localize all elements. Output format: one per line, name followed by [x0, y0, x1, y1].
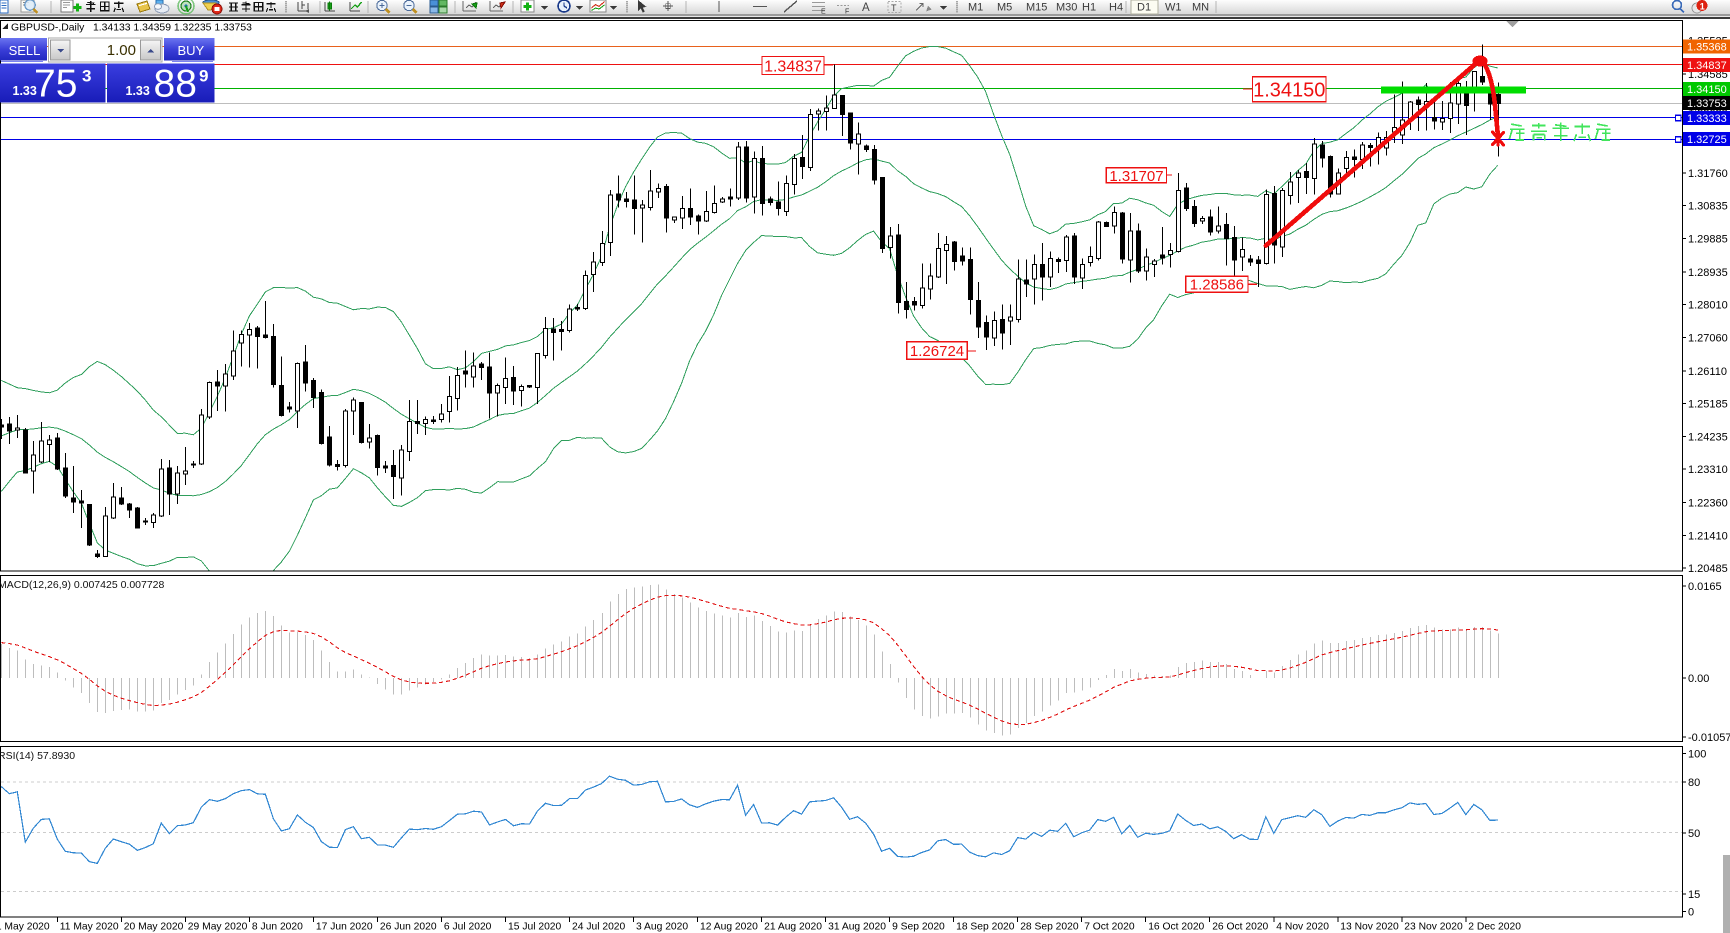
svg-text:100: 100: [1688, 749, 1706, 761]
svg-text:12 Aug 2020: 12 Aug 2020: [700, 922, 758, 933]
svg-text:8 Jun 2020: 8 Jun 2020: [252, 922, 303, 933]
svg-text:0.00: 0.00: [1688, 673, 1709, 685]
svg-text:A: A: [862, 2, 870, 14]
svg-text:1.33753: 1.33753: [1687, 98, 1727, 110]
svg-text:1.29885: 1.29885: [1688, 234, 1728, 246]
svg-text:1.34837: 1.34837: [764, 58, 822, 75]
svg-text:75: 75: [34, 63, 77, 106]
svg-text:31 Aug 2020: 31 Aug 2020: [828, 922, 886, 933]
svg-text:H4: H4: [1109, 2, 1123, 14]
svg-text:29 May 2020: 29 May 2020: [188, 922, 248, 933]
svg-text:M30: M30: [1056, 2, 1077, 14]
svg-text:RSI(14) 57.8930: RSI(14) 57.8930: [0, 750, 75, 762]
svg-text:28 Sep 2020: 28 Sep 2020: [1020, 922, 1079, 933]
svg-text:26 Oct 2020: 26 Oct 2020: [1212, 922, 1268, 933]
svg-text:1.34837: 1.34837: [1687, 60, 1727, 72]
svg-text:F: F: [845, 9, 849, 16]
svg-text:1.23310: 1.23310: [1688, 464, 1728, 476]
svg-text:1.24235: 1.24235: [1688, 432, 1728, 444]
svg-text:BUY: BUY: [178, 43, 205, 58]
svg-text:1.26110: 1.26110: [1688, 366, 1727, 378]
svg-text:9: 9: [199, 67, 208, 86]
svg-text:SELL: SELL: [9, 43, 41, 58]
svg-text:H1: H1: [1082, 2, 1096, 14]
svg-text:MN: MN: [1192, 2, 1209, 14]
svg-text:50: 50: [1688, 828, 1700, 840]
svg-text:1.22360: 1.22360: [1688, 497, 1728, 509]
svg-text:0: 0: [1688, 907, 1694, 919]
svg-text:24 Jul 2020: 24 Jul 2020: [572, 922, 626, 933]
svg-text:7 Oct 2020: 7 Oct 2020: [1084, 922, 1135, 933]
svg-text:1.28935: 1.28935: [1688, 267, 1728, 279]
svg-text:88: 88: [154, 63, 197, 106]
svg-text:T: T: [891, 3, 897, 13]
svg-text:1.35368: 1.35368: [1687, 42, 1727, 54]
svg-text:1.27060: 1.27060: [1688, 333, 1728, 345]
svg-text:1.33: 1.33: [126, 84, 150, 98]
svg-text:15 Jul 2020: 15 Jul 2020: [508, 922, 562, 933]
svg-text:20 May 2020: 20 May 2020: [124, 922, 184, 933]
svg-text:1.28586: 1.28586: [1190, 277, 1244, 294]
svg-text:15: 15: [1688, 889, 1700, 901]
svg-text:2 Dec 2020: 2 Dec 2020: [1468, 922, 1521, 933]
svg-text:1.31760: 1.31760: [1688, 168, 1728, 180]
svg-text:W1: W1: [1165, 2, 1182, 14]
svg-text:18 Sep 2020: 18 Sep 2020: [956, 922, 1015, 933]
svg-text:1: 1: [1700, 2, 1705, 12]
svg-text:4 Nov 2020: 4 Nov 2020: [1276, 922, 1329, 933]
svg-text:23 Nov 2020: 23 Nov 2020: [1404, 922, 1463, 933]
svg-text:1.26724: 1.26724: [910, 343, 964, 360]
svg-text:MACD(12,26,9) 0.007425 0.00772: MACD(12,26,9) 0.007425 0.007728: [0, 579, 165, 591]
svg-text:1.00: 1.00: [107, 42, 136, 59]
svg-text:26 Jun 2020: 26 Jun 2020: [380, 922, 437, 933]
svg-text:1.25185: 1.25185: [1688, 398, 1728, 410]
svg-text:21 Aug 2020: 21 Aug 2020: [764, 922, 822, 933]
svg-text:M15: M15: [1026, 2, 1047, 14]
svg-text:E: E: [821, 9, 826, 16]
svg-text:1.33333: 1.33333: [1687, 113, 1727, 125]
svg-text:D1: D1: [1137, 2, 1151, 14]
svg-text:0.0165: 0.0165: [1688, 581, 1722, 593]
svg-text:M5: M5: [997, 2, 1012, 14]
svg-text:1.21410: 1.21410: [1688, 531, 1728, 543]
svg-text:1.30835: 1.30835: [1688, 200, 1728, 212]
svg-text:1.31707: 1.31707: [1109, 168, 1163, 185]
svg-text:1.28010: 1.28010: [1688, 299, 1728, 311]
svg-text:16 Oct 2020: 16 Oct 2020: [1148, 922, 1204, 933]
svg-text:6 Jul 2020: 6 Jul 2020: [444, 922, 492, 933]
svg-text:M1: M1: [968, 2, 983, 14]
svg-text:1.33: 1.33: [13, 84, 37, 98]
svg-text:9 Sep 2020: 9 Sep 2020: [892, 922, 945, 933]
svg-text:1.32725: 1.32725: [1687, 134, 1727, 146]
svg-text:80: 80: [1688, 777, 1700, 789]
svg-text:GBPUSD-,Daily 1.34133 1.3435: GBPUSD-,Daily 1.34133 1.34359 1.32235 1.…: [11, 23, 252, 34]
svg-text:1 May 2020: 1 May 2020: [0, 922, 50, 933]
svg-text:3: 3: [82, 67, 91, 86]
svg-text:1.20485: 1.20485: [1688, 563, 1728, 575]
svg-text:3 Aug 2020: 3 Aug 2020: [636, 922, 688, 933]
svg-text:17 Jun 2020: 17 Jun 2020: [316, 922, 373, 933]
svg-text:1.34150: 1.34150: [1253, 80, 1325, 102]
svg-text:13 Nov 2020: 13 Nov 2020: [1340, 922, 1399, 933]
svg-text:11 May 2020: 11 May 2020: [60, 922, 119, 933]
svg-text:1.34150: 1.34150: [1687, 84, 1727, 96]
